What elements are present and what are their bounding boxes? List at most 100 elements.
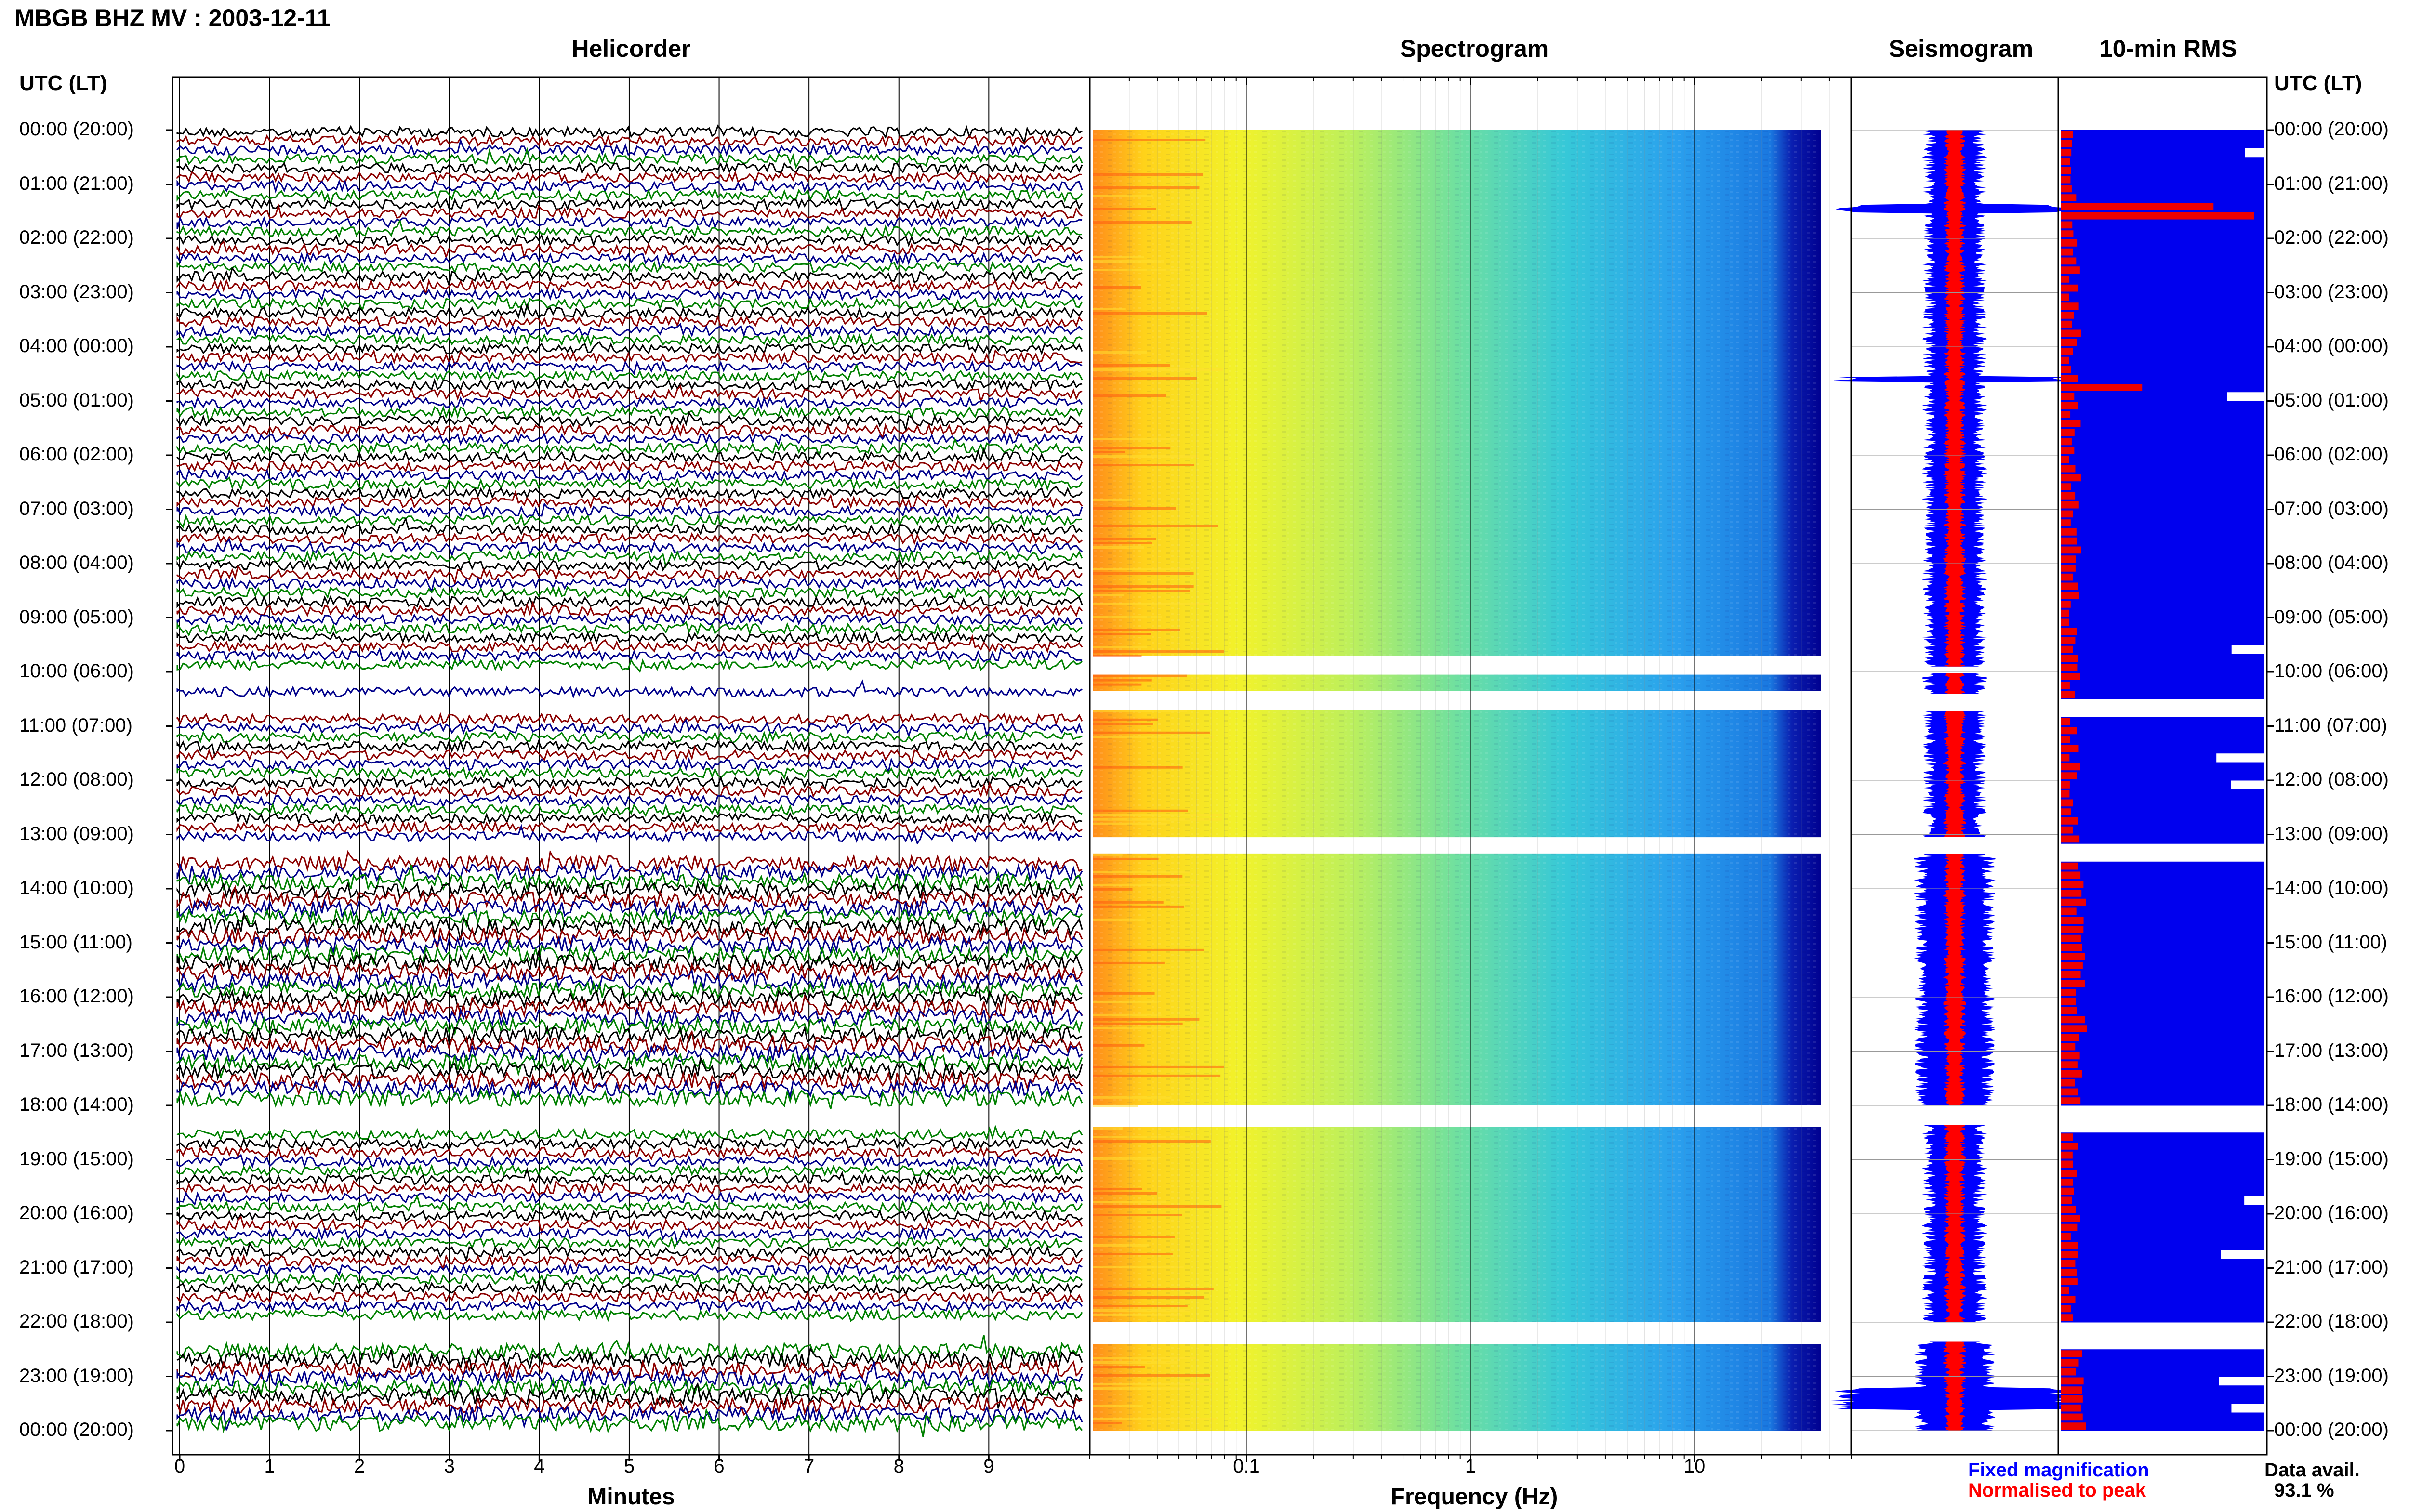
spectrogram-streak (1093, 312, 1207, 315)
rms-normalised-bar (2061, 384, 2143, 391)
time-label-17: 17:00 (13:00) (19, 1039, 134, 1061)
helicorder-tick-label: 8 (893, 1456, 904, 1477)
rms-fixed-bar (2061, 925, 2264, 934)
rms-normalised-bar (2061, 1034, 2079, 1041)
rms-fixed-bar (2061, 644, 2232, 654)
helicorder-trace (176, 1194, 1083, 1213)
helicorder-trace (176, 781, 1083, 798)
spectrogram-streak (1093, 633, 1151, 635)
rms-normalised-bar (2061, 772, 2077, 779)
spectrogram-streak (1093, 568, 1191, 570)
rms-fixed-bar (2061, 229, 2264, 239)
spectrogram-streak (1093, 438, 1177, 440)
spectrogram-texture (1093, 1127, 1821, 1322)
time-label-23: 23:00 (19:00) (19, 1365, 134, 1386)
rms-normalised-bar (2061, 998, 2076, 1005)
rms-normalised-bar (2061, 1088, 2078, 1096)
rms-normalised-bar (2061, 1242, 2078, 1249)
time-label-14: 14:00 (10:00) (19, 877, 134, 898)
spectrogram-streak (1093, 1127, 1123, 1130)
rms-normalised-bar (2061, 1350, 2082, 1357)
rms-fixed-bar (2061, 1178, 2264, 1187)
helicorder-trace (176, 423, 1083, 440)
spectrogram-streak (1093, 507, 1176, 510)
rms-fixed-bar (2061, 1295, 2264, 1304)
spectrogram-streak (1093, 888, 1133, 891)
helicorder-trace (176, 745, 1083, 766)
helicorder-trace (176, 1227, 1083, 1246)
rms-normalised-bar (2061, 185, 2072, 193)
spectrogram-streak (1093, 195, 1154, 197)
spectrogram-streak (1093, 901, 1164, 904)
rms-fixed-bar (2061, 1250, 2221, 1260)
time-label-10: 10:00 (06:00) (19, 660, 134, 682)
rms-normalised-bar (2061, 1314, 2073, 1321)
spectrogram-texture (1093, 710, 1821, 838)
rms-normalised-bar (2061, 781, 2070, 789)
spectrogram-title: Spectrogram (1400, 35, 1549, 62)
spectrogram-streak (1093, 572, 1194, 575)
spectrogram-texture (1093, 853, 1821, 1105)
helicorder-tick-label: 3 (444, 1456, 455, 1477)
helicorder-trace (176, 1268, 1083, 1288)
panel-frame-3 (2057, 76, 2268, 1456)
rms-fixed-bar (2061, 220, 2264, 230)
rms-fixed-bar (2061, 1159, 2264, 1169)
helicorder-trace (176, 302, 1083, 321)
rms-normalised-bar (2061, 628, 2077, 635)
spectrogram-streak (1093, 256, 1144, 258)
spectrogram-streak (1093, 1236, 1175, 1238)
spectrogram-streak (1093, 1361, 1178, 1364)
helicorder-trace (176, 771, 1083, 791)
rms-fixed-bar (2061, 1205, 2264, 1214)
rms-normalised-bar (2061, 645, 2073, 653)
rms-fixed-bar (2061, 518, 2264, 528)
rms-normalised-bar (2061, 203, 2214, 210)
right-time-axis-label: UTC (LT) (2274, 71, 2362, 95)
helicorder-tick-label: 5 (623, 1456, 635, 1477)
rms-fixed-bar (2061, 1069, 2264, 1079)
data-availability-value: 93.1 % (2274, 1480, 2334, 1501)
helicorder-tick-label: 2 (354, 1456, 365, 1477)
rms-normalised-bar (2061, 655, 2078, 662)
helicorder-trace (176, 134, 1083, 148)
rms-fixed-bar (2061, 491, 2264, 501)
rms-fixed-bar (2061, 798, 2264, 808)
spectrogram-streak (1093, 948, 1204, 951)
spectrogram-streak (1093, 308, 1126, 310)
helicorder-trace (176, 864, 1083, 892)
rms-normalised-bar (2061, 230, 2074, 237)
rms-normalised-bar (2061, 1223, 2078, 1231)
time-label-0: 00:00 (20:00) (2274, 118, 2389, 140)
rms-fixed-bar (2061, 1277, 2264, 1287)
spectrogram-streak (1093, 718, 1158, 721)
helicorder-trace (176, 502, 1083, 518)
rms-fixed-bar (2061, 600, 2264, 609)
rms-fixed-bar (2061, 527, 2264, 537)
rms-normalised-bar (2061, 1079, 2075, 1087)
rms-normalised-bar (2061, 754, 2070, 762)
time-label-14: 14:00 (10:00) (2274, 877, 2389, 898)
spectrogram-streak (1093, 853, 1123, 856)
rms-normalised-bar (2061, 1251, 2078, 1258)
helicorder-trace (176, 601, 1083, 619)
helicorder-trace (176, 898, 1083, 925)
spectrogram-streak (1093, 525, 1218, 527)
rms-fixed-bar (2061, 455, 2264, 465)
time-label-13: 13:00 (09:00) (2274, 823, 2389, 844)
helicorder-trace (176, 516, 1083, 536)
rms-fixed-bar (2061, 717, 2264, 726)
rms-fixed-bar (2061, 1169, 2264, 1178)
rms-fixed-bar (2061, 771, 2264, 781)
rms-normalised-bar (2061, 339, 2077, 346)
spectrogram-streak (1093, 455, 1200, 458)
spectrogram-streak (1093, 594, 1125, 596)
spectrogram-streak (1093, 875, 1183, 878)
helicorder-trace (176, 794, 1083, 809)
rms-normalised-bar (2061, 167, 2071, 174)
seismogram-normalised-envelope (1943, 130, 1966, 667)
spectrogram-streak (1093, 646, 1148, 648)
spectrogram-streak (1093, 499, 1132, 501)
rms-normalised-bar (2061, 1359, 2079, 1367)
rms-normalised-bar (2061, 971, 2081, 978)
